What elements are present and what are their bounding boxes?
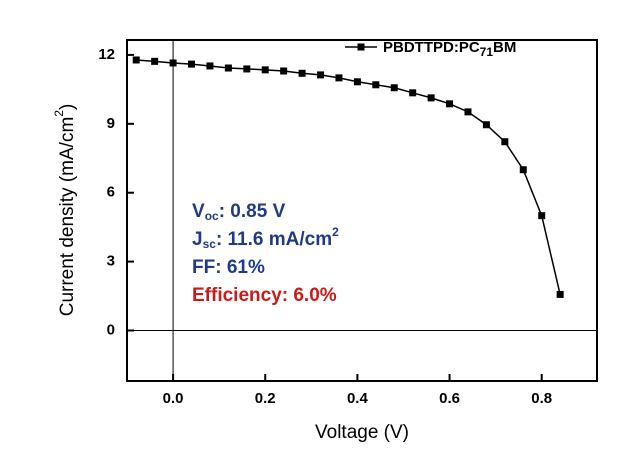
y-tick-label: 6 <box>107 184 115 201</box>
annotation-sub: sc <box>203 237 217 251</box>
x-tick-label: 0.4 <box>347 390 369 407</box>
y-tick-label: 9 <box>107 115 115 132</box>
data-point <box>317 71 325 79</box>
annotation-sup: 2 <box>332 225 339 239</box>
data-point <box>390 84 398 92</box>
annotation-part: FF: 61% <box>192 257 265 278</box>
annotation-part: : 0.85 V <box>219 201 286 222</box>
data-point <box>353 78 361 86</box>
legend: PBDTTPD:PC71BM <box>345 39 516 59</box>
annotation-sub: oc <box>205 209 219 223</box>
data-point <box>280 67 288 75</box>
annotation: Jsc: 11.6 mA/cm2 <box>192 225 339 251</box>
legend-marker <box>357 43 365 51</box>
y-label-part: ) <box>57 104 78 110</box>
x-axis-label: Voltage (V) <box>315 422 409 443</box>
data-point <box>206 62 214 70</box>
data-point <box>151 57 159 65</box>
y-tick-label: 0 <box>107 321 115 338</box>
data-point <box>556 290 564 298</box>
data-point <box>298 69 306 77</box>
data-point <box>409 89 417 97</box>
x-tick-label: 0.0 <box>163 390 184 407</box>
data-point <box>261 66 269 74</box>
data-point <box>188 60 196 68</box>
legend-part: PBDTTPD:PC <box>383 39 480 56</box>
data-point <box>501 138 509 146</box>
data-point <box>427 94 435 102</box>
annotation: Efficiency: 6.0% <box>192 285 337 306</box>
legend-part: BM <box>493 39 516 56</box>
annotation-part: J <box>192 229 203 250</box>
plot-frame <box>126 39 598 382</box>
series <box>132 56 564 298</box>
annotation-part: V <box>192 201 205 222</box>
annotation-part: : 11.6 mA/cm <box>216 229 332 250</box>
y-tick-label: 12 <box>98 46 115 63</box>
annotation-part: Efficiency: 6.0% <box>192 285 337 306</box>
y-label-sup: 2 <box>52 110 66 117</box>
annotation: FF: 61% <box>192 257 265 278</box>
x-tick-label: 0.8 <box>531 390 552 407</box>
data-point <box>519 166 527 174</box>
data-point <box>482 121 490 129</box>
data-point <box>335 74 343 82</box>
annotation: Voc: 0.85 V <box>192 201 286 223</box>
data-point <box>169 59 177 67</box>
data-point <box>538 212 546 220</box>
data-point <box>446 100 454 108</box>
data-point <box>132 56 140 64</box>
x-tick-label: 0.2 <box>255 390 276 407</box>
x-tick-label: 0.6 <box>439 390 460 407</box>
data-point <box>372 81 380 89</box>
y-tick-label: 3 <box>107 253 115 270</box>
data-point <box>464 108 472 116</box>
data-point <box>224 64 232 72</box>
legend-sub: 71 <box>480 45 494 59</box>
legend-label: PBDTTPD:PC71BM <box>383 39 516 59</box>
y-axis-label: Current density (mA/cm2) <box>52 104 78 317</box>
data-point <box>243 65 251 73</box>
y-label-part: Current density (mA/cm <box>57 117 78 317</box>
